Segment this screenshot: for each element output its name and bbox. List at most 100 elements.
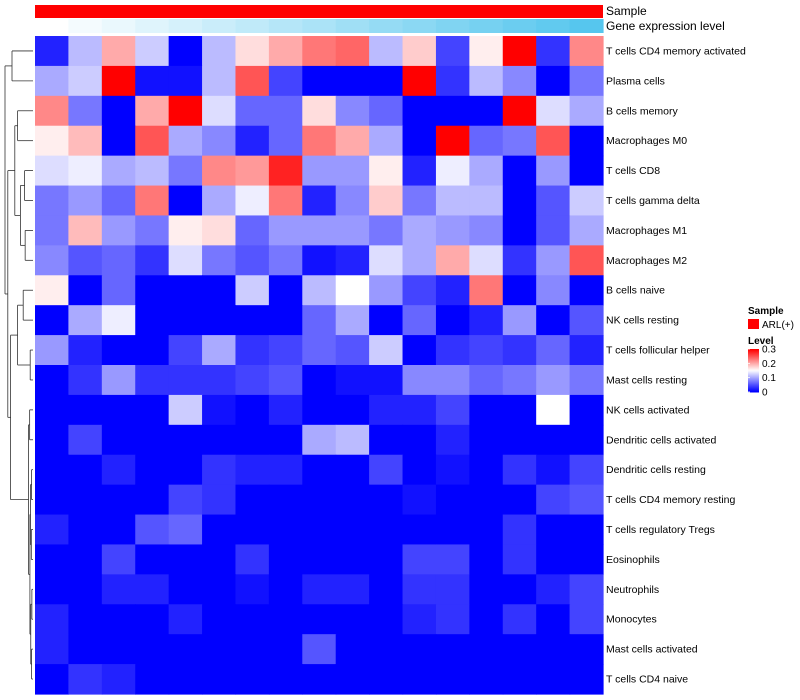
heatmap-cell: [302, 574, 337, 605]
heatmap-cell: [502, 65, 537, 97]
gene-expression-track-cell: [569, 19, 604, 33]
heatmap-cell: [402, 95, 437, 127]
heatmap-cell: [435, 185, 470, 217]
heatmap-cell: [135, 36, 170, 67]
heatmap-cell: [101, 155, 136, 187]
heatmap-cell: [268, 604, 303, 635]
heatmap-cell: [335, 95, 370, 127]
heatmap-cell: [168, 65, 203, 97]
heatmap-cell: [402, 185, 437, 217]
heatmap-cell: [435, 275, 470, 306]
row-label: T cells follicular helper: [606, 345, 710, 357]
heatmap-cell: [569, 245, 604, 276]
heatmap-cell: [202, 335, 237, 366]
heatmap-cell: [101, 36, 136, 67]
gene-expression-track-cell: [35, 19, 70, 33]
heatmap-cell: [469, 335, 504, 366]
heatmap-cell: [168, 36, 203, 67]
heatmap-cell: [435, 514, 470, 546]
heatmap-cell: [235, 125, 270, 157]
heatmap-cell: [235, 604, 270, 635]
heatmap-cell: [402, 514, 437, 546]
heatmap-cell: [335, 335, 370, 366]
heatmap-cell: [202, 95, 237, 127]
heatmap-cell: [302, 604, 337, 635]
heatmap-cell: [135, 365, 170, 396]
heatmap-cell: [168, 365, 203, 396]
heatmap-cell: [235, 275, 270, 306]
heatmap-cell: [536, 484, 571, 516]
heatmap-cell: [35, 125, 70, 157]
heatmap-cell: [536, 514, 571, 546]
heatmap-cell: [302, 365, 337, 396]
heatmap-cell: [569, 424, 604, 456]
heatmap-cell: [335, 65, 370, 97]
heatmap-cell: [268, 664, 303, 695]
heatmap-cell: [469, 365, 504, 396]
heatmap-cell: [35, 394, 70, 426]
legend-gradient-step: [748, 390, 759, 393]
heatmap-cell: [435, 335, 470, 366]
heatmap-cell: [135, 245, 170, 276]
legend-gradient-step: [748, 386, 759, 389]
gene-expression-track-cell: [68, 19, 103, 33]
heatmap-cell: [369, 65, 404, 97]
heatmap-cell: [402, 275, 437, 306]
heatmap-cell: [35, 365, 70, 396]
heatmap-cell: [469, 604, 504, 635]
gene-expression-track-cell: [369, 19, 404, 33]
heatmap-cell: [536, 155, 571, 187]
heatmap-cell: [502, 36, 537, 67]
sample-track-bar: [35, 5, 603, 18]
gene-expression-track-cell: [435, 19, 470, 33]
heatmap-cell: [469, 484, 504, 516]
legend-gradient-step: [748, 387, 759, 390]
legend-gradient-step: [748, 388, 759, 391]
heatmap-cell: [469, 424, 504, 456]
heatmap-cell: [369, 125, 404, 157]
heatmap-cell: [469, 185, 504, 217]
heatmap-cell: [469, 394, 504, 426]
heatmap-cell: [268, 484, 303, 516]
heatmap-cell: [235, 335, 270, 366]
heatmap-cell: [569, 335, 604, 366]
legend-sample-swatch: [748, 319, 759, 329]
heatmap-cell: [402, 664, 437, 695]
heatmap-cell: [335, 305, 370, 336]
heatmap-cell: [202, 65, 237, 97]
legend-gradient-step: [748, 379, 759, 381]
heatmap-cell: [369, 275, 404, 306]
heatmap-cell: [35, 514, 70, 546]
heatmap-cell: [335, 125, 370, 157]
heatmap-cell: [101, 245, 136, 276]
heatmap-cell: [335, 634, 370, 665]
heatmap-cell: [536, 335, 571, 366]
heatmap-cell: [101, 275, 136, 306]
legend-gradient-step: [748, 351, 759, 353]
heatmap-cell: [335, 185, 370, 217]
heatmap-cell: [469, 544, 504, 575]
heatmap-cell: [335, 394, 370, 426]
heatmap-cell: [135, 424, 170, 456]
heatmap-cell: [168, 335, 203, 366]
heatmap-cell: [235, 484, 270, 516]
heatmap-cell: [369, 394, 404, 426]
heatmap-cell: [369, 604, 404, 635]
heatmap-cell: [369, 664, 404, 695]
heatmap-cell: [268, 215, 303, 246]
heatmap-cell: [435, 95, 470, 127]
row-label: Monocytes: [606, 614, 657, 626]
heatmap-cell: [469, 245, 504, 276]
gene-expression-track-cell: [135, 19, 170, 33]
heatmap-cell: [101, 95, 136, 127]
legend-gradient-step: [748, 361, 759, 364]
gene-expression-track-cell: [536, 19, 571, 33]
heatmap-cell: [369, 484, 404, 516]
heatmap-cell: [569, 664, 604, 695]
heatmap-cell: [101, 544, 136, 575]
heatmap-cell: [168, 125, 203, 157]
heatmap-cell: [502, 275, 537, 306]
heatmap-cell: [302, 484, 337, 516]
heatmap-cell: [335, 484, 370, 516]
heatmap-cell: [402, 155, 437, 187]
